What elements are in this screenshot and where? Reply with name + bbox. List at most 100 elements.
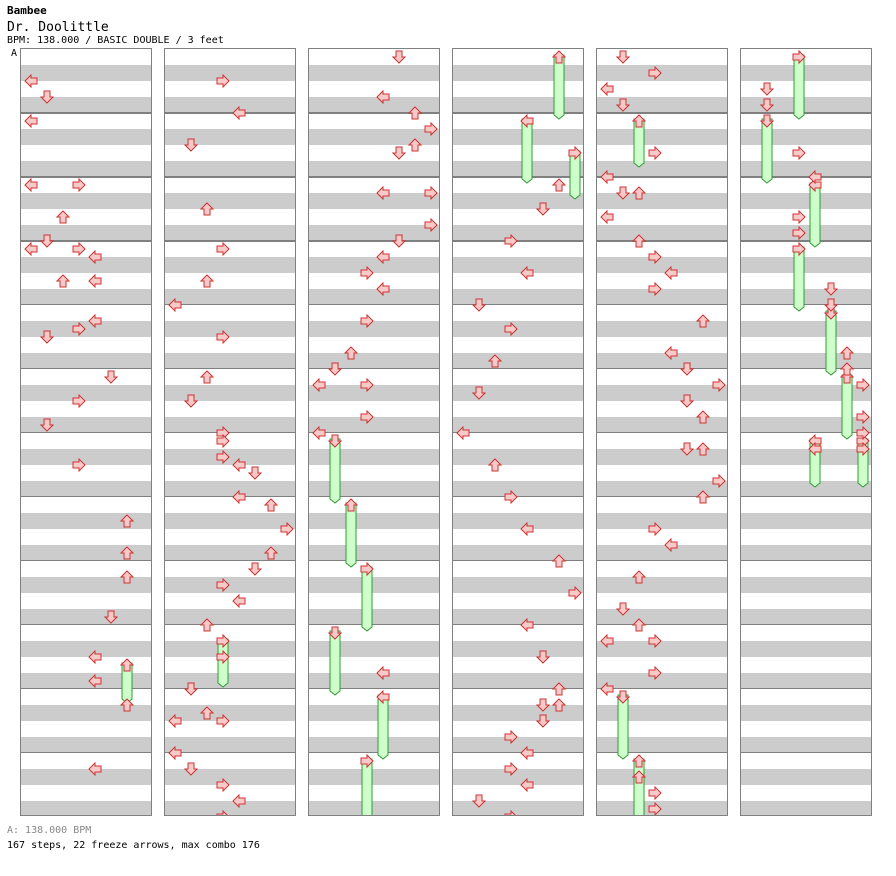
step-arrow-up2-icon — [840, 346, 854, 360]
freeze-arrow-up2-icon — [840, 370, 854, 440]
step-arrow-right-icon — [648, 666, 662, 680]
step-arrow-right-icon — [216, 810, 228, 815]
chart-info: BPM: 138.000 / BASIC DOUBLE / 3 feet — [7, 35, 224, 46]
measure-line — [741, 176, 871, 177]
step-arrow-left-icon — [24, 74, 38, 88]
beat-band — [597, 257, 727, 273]
beat-band — [453, 257, 583, 273]
step-arrow-right-icon — [72, 322, 86, 336]
measure-line — [21, 560, 151, 561]
beat-band — [21, 481, 151, 497]
step-arrow-right2-icon — [856, 426, 870, 440]
measure-line — [741, 240, 871, 241]
measure-line — [597, 496, 727, 497]
measure-line — [165, 496, 295, 497]
step-arrow-up2-icon — [840, 362, 854, 376]
step-arrow-left2-icon — [520, 618, 534, 632]
measure-line — [21, 496, 151, 497]
beat-band — [453, 129, 583, 145]
beat-band — [453, 609, 583, 625]
freeze-arrow-left2-icon — [520, 114, 534, 184]
beat-band — [165, 641, 295, 657]
beat-band — [597, 385, 727, 401]
step-arrow-down2-icon — [824, 298, 838, 312]
measure-line — [309, 113, 439, 114]
beat-band — [165, 801, 295, 815]
beat-band — [741, 481, 871, 497]
beat-band — [309, 353, 439, 369]
beat-band — [741, 97, 871, 113]
beat-band — [21, 417, 151, 433]
measure-line — [453, 113, 583, 114]
step-arrow-right-icon — [360, 266, 374, 280]
step-arrow-left2-icon — [520, 746, 534, 760]
beat-band — [165, 129, 295, 145]
beat-band — [309, 641, 439, 657]
measure-line — [165, 241, 295, 242]
freeze-arrow-right-icon — [792, 242, 806, 312]
measure-line — [21, 624, 151, 625]
beat-band — [453, 705, 583, 721]
measure-line — [453, 688, 583, 689]
step-arrow-up2-icon — [696, 490, 710, 504]
step-arrow-left2-icon — [520, 266, 534, 280]
beat-band — [21, 513, 151, 529]
step-arrow-left-icon — [600, 170, 614, 184]
beat-band — [309, 385, 439, 401]
beat-band — [309, 801, 439, 815]
measure-line — [741, 496, 871, 497]
beat-band — [165, 513, 295, 529]
step-arrow-left2-icon — [664, 266, 678, 280]
freeze-arrow-up2-icon — [120, 658, 134, 704]
step-arrow-right2-icon — [712, 474, 726, 488]
step-arrow-left2-icon — [232, 458, 246, 472]
step-arrow-down-icon — [616, 186, 630, 200]
step-arrow-down2-icon — [680, 442, 694, 456]
beat-band — [453, 417, 583, 433]
measure-line — [21, 240, 151, 241]
step-arrow-down2-icon — [536, 202, 550, 216]
step-arrow-down-icon — [472, 794, 486, 808]
step-arrow-right-icon — [504, 490, 518, 504]
beat-band — [741, 417, 871, 433]
beat-band — [741, 545, 871, 561]
step-arrow-right-icon — [216, 434, 230, 448]
beat-band — [597, 321, 727, 337]
beat-band — [453, 545, 583, 561]
step-arrow-down-icon — [472, 386, 486, 400]
step-arrow-left2-icon — [520, 778, 534, 792]
step-arrow-right2-icon — [424, 122, 438, 136]
beat-band — [21, 193, 151, 209]
measure-line — [165, 240, 295, 241]
beat-band — [165, 769, 295, 785]
beat-band — [597, 289, 727, 305]
beat-band — [453, 65, 583, 81]
step-arrow-left2-icon — [376, 90, 390, 104]
measure-line — [741, 432, 871, 433]
chart-column-6 — [740, 48, 872, 816]
beat-band — [453, 193, 583, 209]
measure-line — [165, 176, 295, 177]
step-arrow-right-icon — [360, 314, 374, 328]
measure-line — [21, 432, 151, 433]
measure-line — [453, 176, 583, 177]
beat-band — [309, 289, 439, 305]
measure-line — [597, 560, 727, 561]
step-arrow-left-icon — [600, 82, 614, 96]
beat-band — [741, 161, 871, 177]
beat-band — [597, 193, 727, 209]
measure-line — [309, 240, 439, 241]
freeze-arrow-right-icon — [792, 50, 806, 120]
beat-band — [741, 641, 871, 657]
step-arrow-left2-icon — [376, 186, 390, 200]
step-arrow-right-icon — [72, 178, 86, 192]
step-arrow-up2-icon — [120, 570, 134, 584]
step-arrow-right-icon — [216, 242, 230, 256]
measure-line — [597, 368, 727, 369]
chart-column-2 — [164, 48, 296, 816]
measure-line — [741, 368, 871, 369]
measure-line — [21, 176, 151, 177]
measure-line — [741, 752, 871, 753]
step-arrow-left-icon — [600, 210, 614, 224]
beat-band — [597, 161, 727, 177]
